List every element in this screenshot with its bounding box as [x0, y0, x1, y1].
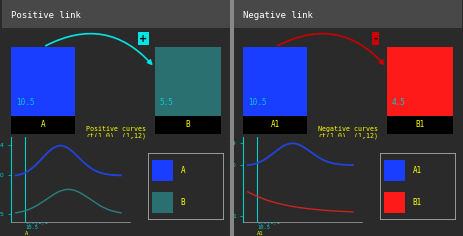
Bar [154, 116, 220, 134]
Text: A1: A1 [257, 231, 263, 236]
Text: -: - [372, 34, 376, 44]
Text: Negative link: Negative link [243, 11, 313, 20]
Text: B1: B1 [414, 120, 423, 129]
Bar [386, 116, 451, 134]
Text: c,t|1,1: c,t|1,1 [25, 219, 48, 225]
Text: 10.5: 10.5 [247, 98, 266, 107]
Text: A1: A1 [270, 120, 279, 129]
Bar [383, 192, 405, 213]
Text: Negative curves
ct(1,0)..(1,12): Negative curves ct(1,0)..(1,12) [317, 126, 377, 139]
Text: c,t|1,1: c,t|1,1 [257, 219, 279, 225]
Text: A: A [181, 166, 185, 175]
FancyArrowPatch shape [277, 34, 383, 64]
Text: B: B [181, 198, 185, 207]
Bar [12, 116, 75, 134]
Bar [243, 116, 307, 134]
Text: A: A [41, 120, 45, 129]
Text: 10.5: 10.5 [25, 225, 38, 230]
Text: +: + [139, 34, 147, 44]
Bar [12, 47, 75, 116]
Text: 4.5: 4.5 [390, 98, 404, 107]
Bar [154, 47, 220, 116]
Text: B1: B1 [412, 198, 421, 207]
Text: 5.5: 5.5 [159, 98, 173, 107]
Text: B: B [185, 120, 189, 129]
Bar [383, 160, 405, 181]
Bar [152, 160, 173, 181]
Text: A1: A1 [412, 166, 421, 175]
Bar [243, 47, 307, 116]
FancyArrowPatch shape [46, 34, 151, 64]
Bar [386, 47, 451, 116]
Bar [152, 192, 173, 213]
Text: A: A [25, 231, 28, 236]
Text: 10.5: 10.5 [16, 98, 34, 107]
Text: Positive link: Positive link [12, 11, 81, 20]
Text: 10.5: 10.5 [257, 225, 269, 230]
Text: Positive curves
ct(1,0)..(1,12): Positive curves ct(1,0)..(1,12) [86, 126, 146, 139]
